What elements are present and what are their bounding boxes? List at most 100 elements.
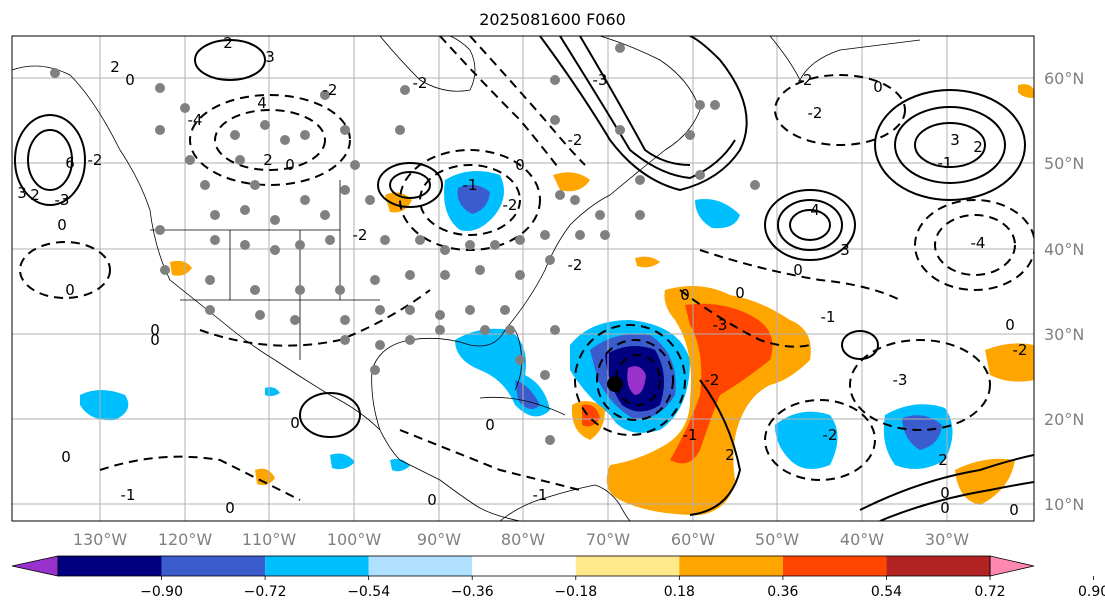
contour-value-label: -2 [798,71,813,89]
contour-neg-2 [596,339,674,421]
contour-value-label: -1 [121,486,136,504]
contour-value-label: -2 [705,371,720,389]
contour-value-label: -4 [971,234,986,252]
contour-value-label: 2 [725,446,735,464]
contour-pos-16 [689,379,742,516]
contour-neg-7 [214,109,326,171]
colorbar-segment [575,556,680,576]
latitude-label: 20°N [1044,410,1084,429]
contour-pos-9 [377,162,443,208]
contour-value-label: 3 [265,48,275,66]
contour-neg-13 [849,339,991,431]
shade-region-pacific [80,390,129,421]
contour-value-label: -2 [823,426,838,444]
latitude-label: 60°N [1044,69,1084,88]
contour-value-label: 2 [263,151,273,169]
contour-value-label: -2 [503,196,518,214]
contour-value-label: 0 [225,499,235,517]
shade-region-gulf-inner [515,380,540,409]
contour-value-label: 6 [65,154,75,172]
contour-pos-18 [859,454,1034,511]
shade-region-east-atlantic-inner [902,415,942,450]
storm-center-marker [607,376,623,392]
coastline-east [504,36,701,331]
shade-region-east-positive-2 [985,343,1034,382]
contour-value-label: -1 [533,486,548,504]
contour-pos-10 [389,171,431,199]
contour-pos-7 [894,106,1006,184]
contour-value-label: 2 [223,34,233,52]
coastline-hudson [379,36,476,92]
contour-value-label: -4 [188,111,203,129]
contour-value-label: 0 [1009,501,1019,519]
longitude-label: 30°W [925,530,969,549]
shade-region-mid-atlantic [775,411,838,469]
contour-value-label: -1 [683,426,698,444]
station-dots [50,43,760,445]
contour-neg-5 [419,164,521,236]
contour-value-label: 2 [30,186,40,204]
shade-region-positive-east-inner [670,303,773,464]
shade-region-newfoundland [695,199,740,229]
shade-region-caribbean-inner [582,404,600,427]
latitude-label: 40°N [1044,240,1084,259]
shade-region-small-3 [553,172,590,192]
contour-value-label: -3 [893,371,908,389]
colorbar-tick-label: 0.90 [1078,584,1105,600]
contour-neg-10 [774,74,906,146]
contour-value-label: -1 [463,176,478,194]
contour-pos-2 [27,129,73,191]
contour-value-label: 0 [65,281,75,299]
contour-value-label: -2 [1013,341,1028,359]
longitude-axis-labels: 130°W 120°W 110°W 100°W 90°W 80°W 70°W 60°W 50°W… [73,530,969,549]
contour-value-label: 3 [950,131,960,149]
shade-region-small-1 [170,260,192,276]
contour-pos-19 [879,481,1034,521]
contour-neg-20 [699,249,901,301]
contour-value-label: 0 [1005,316,1015,334]
contour-pos-5 [789,209,831,241]
colorbar-tick-label: 0.54 [871,584,902,600]
colorbar-segment [679,556,783,576]
contour-value-label: 0 [61,448,71,466]
contour-value-label: 0 [125,71,135,89]
contour-pos-11 [194,39,266,81]
contour-neg-6 [189,94,351,186]
longitude-label: 50°W [755,530,799,549]
contour-value-label: 4 [257,94,267,112]
contour-pos-13 [539,36,748,192]
colorbar-segment [472,556,576,576]
colorbar-extend-high [989,555,1035,577]
latitude-label: 30°N [1044,325,1084,344]
contour-value-label: 0 [150,321,160,339]
gridlines [12,36,1034,521]
colorbar-tick-label: −0.90 [140,584,183,600]
contour-value-label: -2 [323,81,338,99]
plot-frame [11,35,1035,522]
longitude-label: 60°W [671,530,715,549]
colorbar-segment [886,556,990,576]
contour-neg-8 [914,199,1034,291]
contour-neg-16 [199,289,431,347]
contour-value-label: 0 [940,484,950,502]
contour-value-label: 0 [290,414,300,432]
colorbar-segment [368,556,473,576]
longitude-label: 70°W [586,530,630,549]
contour-pos-14 [559,36,736,180]
longitude-label: 130°W [73,530,128,549]
contour-neg-15 [469,36,586,166]
contour-value-label: 3 [840,241,850,259]
contour-value-label: -1 [821,308,836,326]
contour-value-label: -2 [808,104,823,122]
contour-pos-15 [579,36,691,166]
contour-value-label: -2 [568,131,583,149]
contour-value-label: 0 [735,284,745,302]
state-lines [150,180,380,360]
coastline-north-america [12,65,521,521]
contour-value-label: -2 [568,256,583,274]
contour-pos-3 [764,189,856,261]
latitude-axis-labels: 60°N 50°N 40°N 30°N 20°N 10°N [1044,69,1084,514]
colorbar-extend-low [11,555,59,577]
